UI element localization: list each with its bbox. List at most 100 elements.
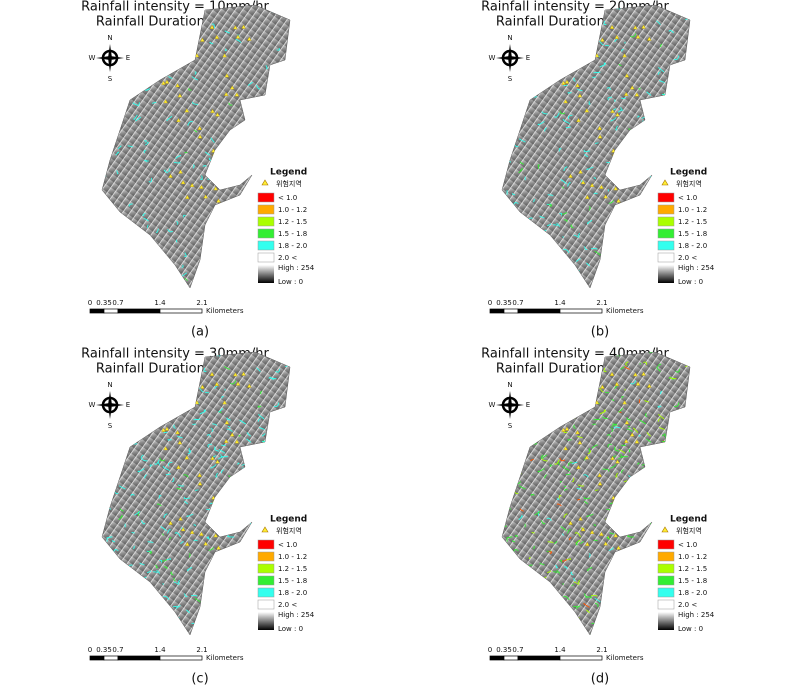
hazard-stroke [122,380,124,383]
hazard-stroke [624,592,625,595]
hazard-stroke [548,634,554,636]
hazard-stroke [249,609,255,611]
hazard-stroke [522,380,524,383]
hazard-stroke [500,40,505,43]
legend-low: Low : 0 [678,625,703,633]
hazard-stroke [591,385,593,386]
hazard-stroke [171,620,175,622]
hazard-stroke [138,414,141,416]
hazard-stroke [244,193,248,196]
hazard-stroke [591,387,596,390]
hazard-stroke [659,525,661,526]
hazard-stroke [210,582,215,584]
hazard-stroke [501,616,506,619]
hazard-stroke [501,261,507,262]
hazard-site [227,528,231,532]
hazard-stroke [145,273,147,276]
hazard-stroke [507,221,512,223]
legend-high: High : 254 [278,264,315,272]
hazard-stroke [506,154,509,155]
hazard-stroke [255,283,259,287]
scale-label: 0.35 [496,646,512,654]
hazard-stroke [558,273,561,274]
legend-low: Low : 0 [678,278,703,286]
legend-high: High : 254 [678,264,715,272]
legend-label: 2.0 < [678,254,697,262]
hazard-stroke [230,598,235,601]
legend-swatch [258,193,274,202]
hazard-stroke [248,632,254,635]
hazard-stroke [193,31,199,32]
hazard-stroke [610,582,615,584]
hazard-stroke [282,452,283,455]
hazard-stroke [621,98,625,99]
hazard-stroke [100,31,104,35]
panel-caption: (a) [191,325,209,340]
legend-label: 1.8 - 2.0 [278,589,307,597]
panel-caption: (b) [591,325,609,340]
hazard-stroke [620,622,625,625]
hazard-stroke [503,562,505,565]
hazard-stroke [224,151,229,153]
legend-label: < 1.0 [678,194,697,202]
legend-hazard-icon [262,527,268,532]
hazard-stroke [591,634,596,635]
hazard-stroke [117,598,122,599]
hazard-stroke [113,450,116,451]
hazard-stroke [146,590,149,592]
hazard-stroke [157,628,162,630]
legend-high: High : 254 [278,611,315,619]
hazard-stroke [620,530,622,533]
hazard-stroke [550,392,554,395]
hazard-stroke [233,553,237,555]
hazard-stroke [200,274,204,277]
hazard-stroke [633,206,637,208]
hazard-stroke [651,251,656,254]
legend-hazard-label: 위험지역 [676,526,702,535]
hazard-stroke [542,274,544,276]
hazard-stroke [213,511,215,513]
hazard-stroke [620,275,625,278]
hazard-stroke [115,583,118,586]
hazard-stroke [646,259,652,263]
scale-segment [518,309,560,313]
hazard-stroke [136,593,141,594]
legend-swatch [658,588,674,597]
hazard-stroke [525,588,528,591]
hazard-stroke [158,73,159,75]
hazard-stroke [554,618,556,620]
hazard-site [635,172,639,176]
legend-swatch [258,229,274,238]
scale-segment [118,656,160,660]
hazard-stroke [678,9,679,13]
legend-label: 1.8 - 2.0 [678,589,707,597]
hazard-stroke [104,557,109,560]
hazard-stroke [589,33,595,34]
hazard-stroke [504,105,506,108]
hazard-stroke [189,380,195,381]
legend-title: Legend [670,515,707,525]
hazard-stroke [122,612,126,616]
hazard-stroke [560,622,561,625]
hazard-stroke [235,596,238,600]
hazard-stroke [519,223,521,227]
hazard-stroke [519,410,523,413]
hazard-stroke [501,608,507,609]
hazard-stroke [624,158,631,161]
scale-segment [104,309,118,313]
hazard-stroke [627,613,629,615]
hazard-stroke [191,387,196,390]
hazard-site [219,162,223,166]
hazard-stroke [164,391,168,395]
hazard-stroke [600,621,606,622]
hazard-stroke [520,239,521,241]
hazard-stroke [218,281,221,285]
hazard-stroke [507,621,509,623]
hazard-stroke [160,603,164,605]
hazard-stroke [275,3,281,5]
scale-segment [160,656,202,660]
hazard-stroke [560,481,562,482]
hazard-stroke [165,72,167,76]
hazard-stroke [604,256,609,259]
